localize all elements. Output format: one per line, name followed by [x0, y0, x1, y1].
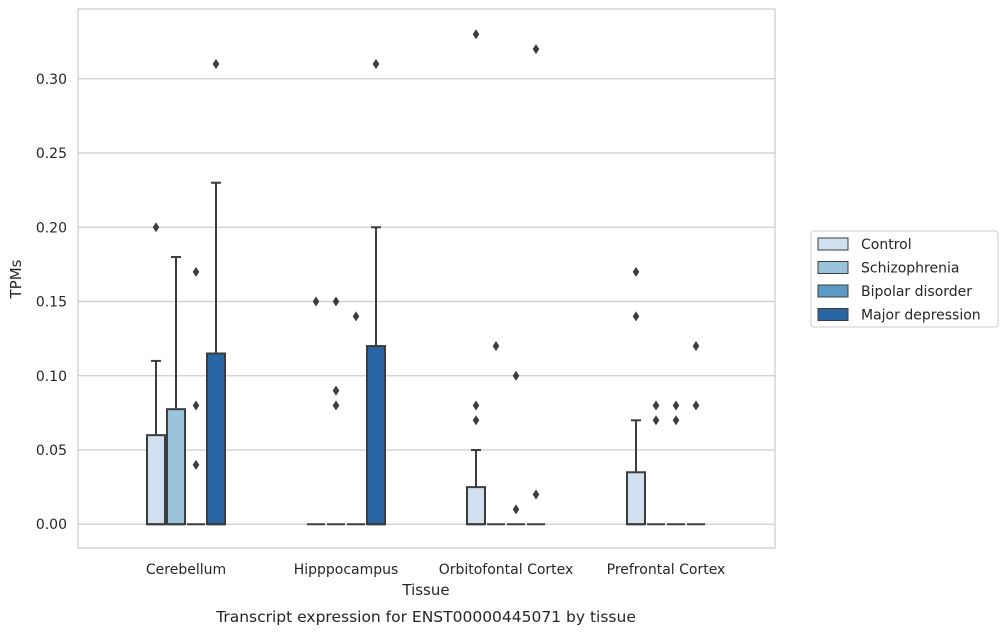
box-prefrontal-cortex-major-depression [687, 341, 705, 526]
box-body [146, 434, 166, 526]
legend-label: Bipolar disorder [861, 284, 972, 300]
outlier-point [692, 400, 700, 411]
y-tick-label: 0.30 [36, 72, 67, 88]
outlier-point [192, 459, 200, 470]
outlier-point [632, 266, 640, 277]
outlier-point [532, 489, 540, 500]
legend-frame [810, 230, 999, 328]
boxes [146, 29, 705, 526]
outlier-point [472, 400, 480, 411]
outlier-point [652, 400, 660, 411]
outlier-point [192, 266, 200, 277]
outlier-point [472, 415, 480, 426]
x-tick-label: Hipppocampus [294, 562, 399, 578]
legend-swatch [817, 308, 849, 321]
box-hipppocampus-major-depression [366, 58, 386, 526]
y-tick-label: 0.10 [36, 369, 67, 385]
outlier-point [492, 341, 500, 352]
box-orbitofontal-cortex-major-depression [527, 44, 545, 526]
box-body [466, 486, 486, 526]
x-axis-ticks: Cerebellum Hipppocampus Orbitofontal Corte… [146, 562, 725, 578]
y-tick-label: 0.00 [36, 517, 67, 533]
box-orbitofontal-cortex-bipolar-disorder [507, 370, 525, 526]
y-axis-title: TPMs [7, 259, 25, 299]
outlier-point [332, 400, 340, 411]
box-prefrontal-cortex-control [626, 266, 646, 526]
legend-swatch [817, 261, 849, 274]
outlier-point [332, 296, 340, 307]
plot-area-frame [77, 8, 776, 549]
outlier-point [632, 311, 640, 322]
box-hipppocampus-schizophrenia [327, 296, 345, 526]
box-body [626, 471, 646, 526]
outlier-point [332, 385, 340, 396]
x-tick-label: Cerebellum [146, 562, 226, 578]
box-body [366, 345, 386, 526]
outlier-point [152, 222, 160, 233]
box-cerebellum-bipolar-disorder [187, 266, 205, 526]
outlier-point [192, 400, 200, 411]
box-body [206, 352, 226, 526]
box-orbitofontal-cortex-control [466, 29, 486, 526]
legend-swatch [817, 237, 849, 251]
gridlines [78, 78, 775, 525]
box-hipppocampus-bipolar-disorder [347, 311, 365, 526]
y-tick-label: 0.15 [36, 295, 67, 311]
box-hipppocampus-control [307, 296, 325, 526]
y-axis-ticks: 0.00 0.05 0.10 0.15 0.20 0.25 0.30 [36, 72, 67, 533]
outlier-point [312, 296, 320, 307]
y-tick-label: 0.20 [36, 220, 67, 236]
box-body [166, 408, 186, 526]
outlier-point [472, 29, 480, 40]
outlier-point [692, 341, 700, 352]
chart-caption: Transcript expression for ENST0000044507… [215, 608, 636, 626]
box-cerebellum-control [146, 222, 166, 526]
legend-label: Major depression [861, 308, 981, 324]
outlier-point [372, 58, 380, 69]
x-tick-label: Orbitofontal Cortex [439, 562, 574, 578]
legend-swatch [817, 284, 849, 298]
y-tick-label: 0.25 [36, 146, 67, 162]
y-tick-label: 0.05 [36, 443, 67, 459]
outlier-point [532, 44, 540, 55]
box-cerebellum-schizophrenia [166, 255, 186, 526]
x-axis-title: Tissue [401, 581, 449, 599]
outlier-point [512, 504, 520, 515]
outlier-point [672, 415, 680, 426]
legend-label: Control [861, 237, 912, 253]
outlier-point [652, 415, 660, 426]
x-tick-label: Prefrontal Cortex [607, 562, 726, 578]
legend-label: Schizophrenia [861, 261, 959, 277]
box-orbitofontal-cortex-schizophrenia [487, 341, 505, 526]
outlier-point [672, 400, 680, 411]
outlier-point [212, 58, 220, 69]
box-cerebellum-major-depression [206, 58, 226, 526]
outlier-point [352, 311, 360, 322]
box-prefrontal-cortex-bipolar-disorder [667, 400, 685, 526]
outlier-point [512, 370, 520, 381]
box-prefrontal-cortex-schizophrenia [647, 400, 665, 526]
legend: Control Schizophrenia Bipolar disorder Majo… [810, 230, 999, 328]
